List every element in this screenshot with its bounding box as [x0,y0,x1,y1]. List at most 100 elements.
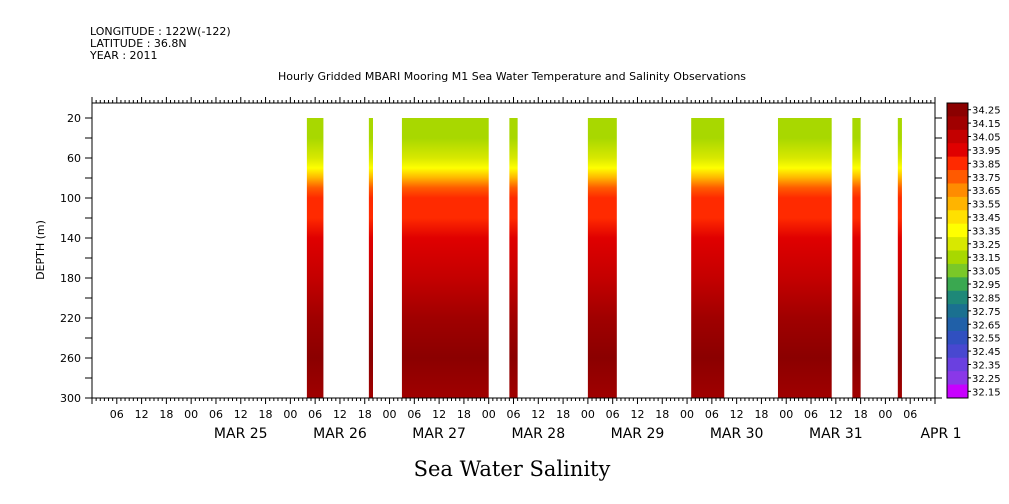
colorbar-swatch [947,156,968,171]
colorbar-swatch [947,250,968,265]
data-segment-2 [368,118,373,398]
x-hour-label: 00 [581,408,595,421]
colorbar-swatch [947,237,968,251]
y-tick-label: 140 [60,232,81,245]
x-hour-label: 00 [779,408,793,421]
x-date-label: MAR 29 [611,426,665,442]
data-segment-4 [509,118,518,398]
colorbar-frame [946,102,969,399]
y-tick-label: 300 [60,392,81,405]
colorbar-label: 32.25 [972,374,1001,385]
colorbar-label: 34.25 [972,106,1001,117]
x-hour-label: 18 [854,408,868,421]
colorbar-swatch [947,223,968,238]
colorbar-label: 32.45 [972,347,1001,358]
x-hour-label: 06 [903,408,917,421]
x-hour-label: 06 [308,408,322,421]
x-hour-label: 06 [804,408,818,421]
colorbar-swatch [947,263,968,278]
data-segment-7 [777,118,832,398]
y-axis: 20 60 100 140 180 220 260 300 [60,112,942,405]
colorbar-label: 33.95 [972,146,1001,157]
colorbar-label: 32.35 [972,360,1001,371]
colorbar-swatch [947,330,968,345]
y-tick-label: 220 [60,312,81,325]
colorbar-label: 33.65 [972,186,1001,197]
x-axis: 06 12 18 00 06 12 18 00 06 12 18 00 06 12 18 00 06 12 18 00… [91,97,962,442]
chart-title: Hourly Gridded MBARI Mooring M1 Sea Wate… [278,70,746,83]
colorbar-label: 33.25 [972,240,1001,251]
colorbar-swatch [947,290,968,305]
data-segment-8 [852,118,861,398]
header-latitude: LATITUDE : 36.8N [90,37,187,50]
y-axis-label: DEPTH (m) [34,220,47,280]
y-tick-label: 20 [67,112,81,125]
x-hour-label: 06 [507,408,521,421]
colorbar-label: 32.65 [972,320,1001,331]
x-date-label: MAR 30 [710,426,764,442]
x-hour-label: 00 [878,408,892,421]
y-tick-label: 260 [60,352,81,365]
x-hour-label: 18 [259,408,273,421]
colorbar-label: 33.75 [972,173,1001,184]
colorbar-swatch [947,129,968,144]
colorbar-label: 34.05 [972,133,1001,144]
colorbar-swatch [947,277,968,292]
x-date-label: MAR 27 [412,426,466,442]
x-hour-label: 12 [432,408,446,421]
x-hour-label: 18 [556,408,570,421]
y-tick-label: 100 [60,192,81,205]
x-hour-label: 12 [333,408,347,421]
colorbar-label: 33.85 [972,159,1001,170]
x-hour-label: 12 [234,408,248,421]
colorbar-swatch [947,196,968,211]
data-segment-9 [897,118,902,398]
colorbar-label: 33.35 [972,226,1001,237]
x-hour-label: 06 [209,408,223,421]
x-hour-label: 12 [531,408,545,421]
colorbar-swatch [947,116,968,131]
x-hour-label: 18 [457,408,471,421]
colorbar-swatch [947,357,968,372]
x-hour-label: 18 [655,408,669,421]
colorbar-swatch [947,103,968,117]
x-hour-label: 06 [407,408,421,421]
x-date-label: MAR 25 [214,426,268,442]
x-hour-label: 12 [135,408,149,421]
header-year: YEAR : 2011 [89,49,158,62]
colorbar-swatch [947,170,968,184]
header-longitude: LONGITUDE : 122W(-122) [90,25,231,38]
colorbar-label: 33.55 [972,200,1001,211]
colorbar-label: 33.15 [972,253,1001,264]
colorbar-label: 32.95 [972,280,1001,291]
x-hour-label: 06 [110,408,124,421]
x-hour-label: 12 [829,408,843,421]
colorbar-swatch [947,344,968,359]
colorbar-label: 33.45 [972,213,1001,224]
x-hour-label: 12 [630,408,644,421]
data-segment-3 [401,118,489,398]
data-segment-6 [691,118,725,398]
colorbar-swatch [947,304,968,319]
x-hour-label: 18 [754,408,768,421]
x-hour-label: 12 [730,408,744,421]
bottom-title: Sea Water Salinity [414,457,611,481]
colorbar-label: 34.15 [972,119,1001,130]
x-hour-label: 00 [383,408,397,421]
data-segments [306,118,902,398]
x-date-label: MAR 28 [511,426,565,442]
x-hour-label: 06 [606,408,620,421]
x-hour-label: 00 [680,408,694,421]
x-hour-label: 18 [159,408,173,421]
x-hour-label: 00 [283,408,297,421]
colorbar-swatch [947,317,968,332]
colorbar-label: 32.15 [972,387,1001,398]
x-date-label: MAR 26 [313,426,367,442]
colorbar-swatch [947,143,968,158]
colorbar-swatch [947,384,968,399]
x-hour-label: 00 [184,408,198,421]
x-hour-label: 18 [358,408,372,421]
data-segment-5 [587,118,617,398]
x-hour-label: 00 [482,408,496,421]
